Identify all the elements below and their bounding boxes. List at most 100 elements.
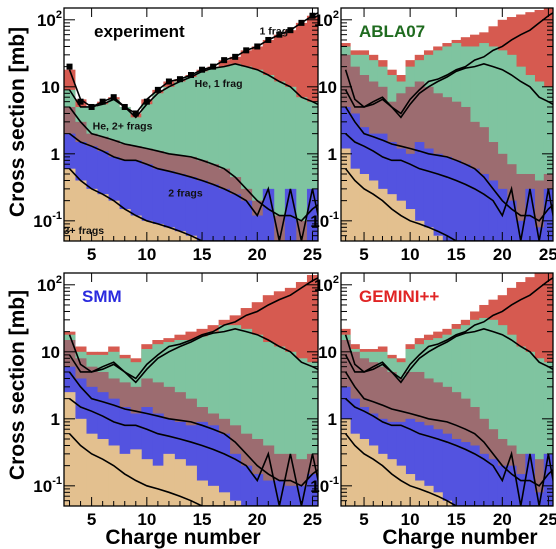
x-axis-title-right: Charge number: [382, 526, 537, 549]
data-marker-19: [243, 47, 250, 54]
experiment-line-3plus_top: [344, 433, 553, 506]
bar-3plus-4: [75, 418, 87, 506]
bar-3plus-11: [152, 223, 164, 241]
data-marker-13: [176, 76, 183, 83]
bar-3plus-12: [423, 227, 434, 241]
bar-He2-24: [534, 180, 545, 241]
experiment-line-He2_top: [344, 371, 553, 487]
bar-He1-19: [488, 319, 499, 506]
bar-3plus-17: [218, 492, 231, 506]
bar-He1-15: [196, 71, 208, 241]
bar-He1-21: [262, 342, 275, 506]
bar-3plus-9: [130, 449, 142, 506]
bar-3plus-6: [97, 438, 109, 506]
data-marker-21: [265, 36, 272, 43]
bar-2frag-12: [423, 148, 434, 241]
bar-He1-17: [218, 325, 231, 506]
bar-2frag-21: [262, 480, 275, 506]
region-label-0: 1 frag: [260, 26, 289, 38]
bar-onefrag-26: [318, 10, 329, 241]
y-tick-label-1: 1: [328, 410, 337, 429]
bar-2frag-25: [306, 474, 318, 506]
bar-3plus-16: [207, 485, 220, 506]
x-tick-label-15: 15: [193, 510, 212, 529]
data-marker-14: [188, 72, 194, 79]
bar-2frag-21: [262, 188, 275, 241]
experiment-line-1 frag_top: [344, 11, 553, 115]
x-tick-label-10: 10: [401, 510, 420, 529]
bar-3plus-9: [396, 200, 406, 241]
y-tick-exponent: 2: [56, 274, 62, 286]
bar-3plus-8: [387, 194, 397, 241]
bar-3plus-10: [405, 474, 416, 506]
experiment-line-2frag_top: [69, 133, 318, 241]
y-tick-label-1: 1: [328, 145, 337, 164]
bar-2frag-13: [433, 153, 443, 241]
bar-2frag-10: [405, 153, 416, 241]
bar-3plus-12: [163, 227, 175, 241]
bar-He1-18: [229, 63, 242, 241]
bar-2frag-20: [497, 465, 508, 506]
x-tick-label-10: 10: [137, 245, 156, 264]
bar-3plus-6: [97, 194, 109, 241]
bar-3plus-9: [130, 215, 142, 241]
bar-3plus-14: [185, 465, 197, 506]
bar-3plus-13: [174, 459, 186, 506]
bar-He1-22: [516, 346, 526, 506]
y-tick-label-10: 10: [41, 343, 60, 362]
data-marker-4: [77, 98, 84, 105]
experiment-lines: [344, 11, 553, 241]
bar-He2-22: [516, 173, 526, 241]
x-tick-label-25: 25: [303, 510, 322, 529]
bar-2frag-22: [516, 220, 526, 241]
bar-He1-20: [497, 50, 508, 241]
bar-2frag-7: [108, 156, 120, 241]
bar-3plus-6: [368, 445, 379, 506]
bar-3plus-5: [359, 173, 370, 241]
bar-He1-20: [251, 334, 264, 506]
bar-2frag-17: [470, 168, 480, 241]
panel-title-0: experiment: [94, 22, 185, 41]
region-label-4: 3+ frags: [64, 225, 105, 237]
bar-3plus-5: [86, 188, 98, 241]
x-tick-label-15: 15: [447, 510, 466, 529]
bar-3plus-3: [64, 392, 76, 506]
experiment-line-3plus_top: [68, 168, 318, 241]
data-marker-6: [99, 98, 106, 105]
bar-3plus-5: [86, 433, 98, 506]
bar-2frag-9: [130, 160, 142, 241]
bar-2frag-25: [306, 188, 318, 241]
data-marker-11: [154, 86, 161, 93]
bar-2frag-16: [207, 425, 220, 506]
bar-He1-24: [534, 358, 545, 506]
bar-3plus-4: [75, 180, 87, 241]
y-tick-label-100: 102: [314, 9, 339, 30]
y-tick-label-1: 1: [51, 145, 60, 164]
bar-3plus-3: [341, 418, 351, 506]
y-tick-label-100: 102: [37, 274, 62, 295]
bar-3plus-10: [405, 209, 416, 241]
y-tick-label-10: 10: [41, 78, 60, 97]
bar-3plus-4: [350, 433, 360, 506]
bar-3plus-11: [414, 220, 425, 241]
region-label-2: He, 2+ frags: [93, 121, 153, 133]
x-tick-label-5: 5: [87, 245, 96, 264]
bar-2frag-22: [516, 474, 526, 506]
bar-2frag-19: [488, 180, 499, 241]
bar-2frag-8: [119, 160, 131, 241]
bar-He1-23: [284, 86, 297, 241]
data-marker-23: [287, 27, 294, 34]
data-marker-15: [199, 66, 206, 73]
bar-2frag-20: [251, 474, 264, 506]
bar-2frag-17: [218, 188, 231, 241]
bar-layer-group: [64, 10, 329, 241]
bar-He1-18: [479, 317, 489, 506]
experiment-line-He1_top: [344, 328, 553, 384]
experiment-line-2frag_top: [345, 133, 553, 241]
bar-He1-23: [525, 351, 535, 506]
y-tick-label-100: 102: [37, 9, 62, 30]
data-marker-8: [121, 103, 128, 110]
data-marker-16: [210, 63, 217, 70]
bar-2frag-10: [405, 418, 416, 506]
experiment-line-He2_top: [68, 106, 318, 222]
